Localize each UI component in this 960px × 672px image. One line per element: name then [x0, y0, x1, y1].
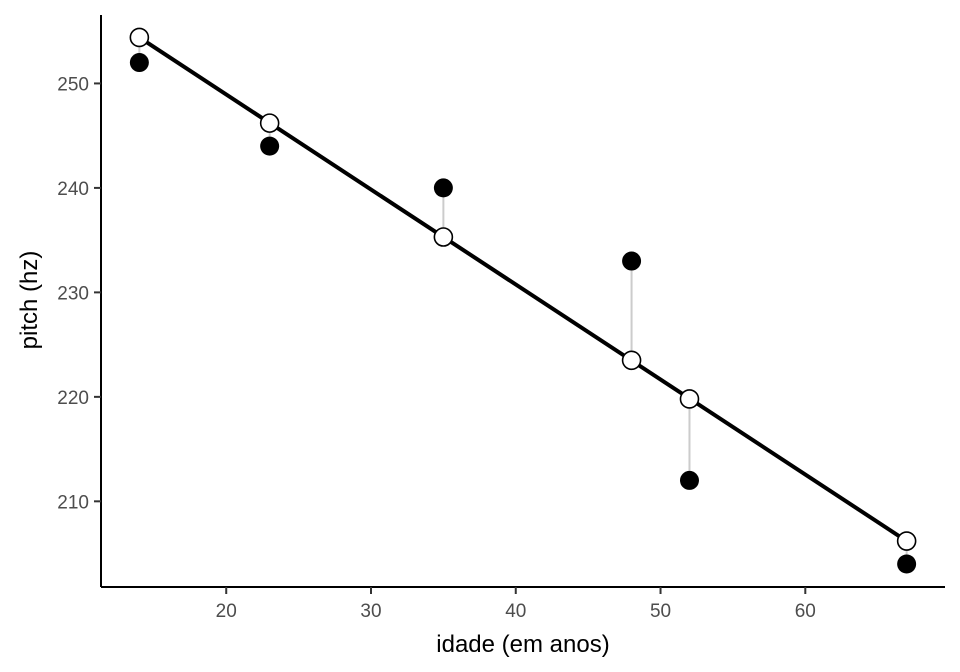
- observed-point: [433, 178, 453, 198]
- x-axis-ticks: 20 30 40 50 60: [216, 587, 816, 622]
- observed-point: [679, 470, 699, 490]
- fitted-point: [259, 113, 280, 133]
- x-tick-label: 60: [795, 601, 816, 622]
- residual-segments: [138, 37, 908, 565]
- y-tick-label: 230: [57, 283, 89, 304]
- x-tick-label: 50: [650, 601, 671, 622]
- y-axis-ticks: 210 220 230 240 250: [57, 74, 101, 513]
- fitted-point: [621, 350, 642, 371]
- y-axis-title: pitch (hz): [16, 251, 43, 350]
- observed-point: [129, 53, 149, 73]
- observed-point: [897, 554, 917, 574]
- x-tick-label: 20: [216, 601, 237, 622]
- fitted-point: [679, 389, 700, 409]
- x-tick-label: 30: [360, 601, 381, 622]
- x-axis-title: idade (em anos): [436, 631, 609, 658]
- y-tick-label: 240: [57, 179, 89, 200]
- fitted-point: [896, 531, 917, 551]
- fitted-point: [433, 227, 454, 247]
- fitted-points: [129, 27, 917, 551]
- x-tick-label: 40: [505, 601, 526, 622]
- observed-point: [622, 251, 642, 271]
- y-tick-label: 220: [57, 388, 89, 409]
- observed-points: [129, 53, 917, 574]
- observed-point: [260, 136, 280, 156]
- regression-line: [138, 35, 908, 543]
- y-tick-label: 250: [57, 74, 89, 95]
- fitted-point: [129, 27, 150, 48]
- y-tick-label: 210: [57, 492, 89, 513]
